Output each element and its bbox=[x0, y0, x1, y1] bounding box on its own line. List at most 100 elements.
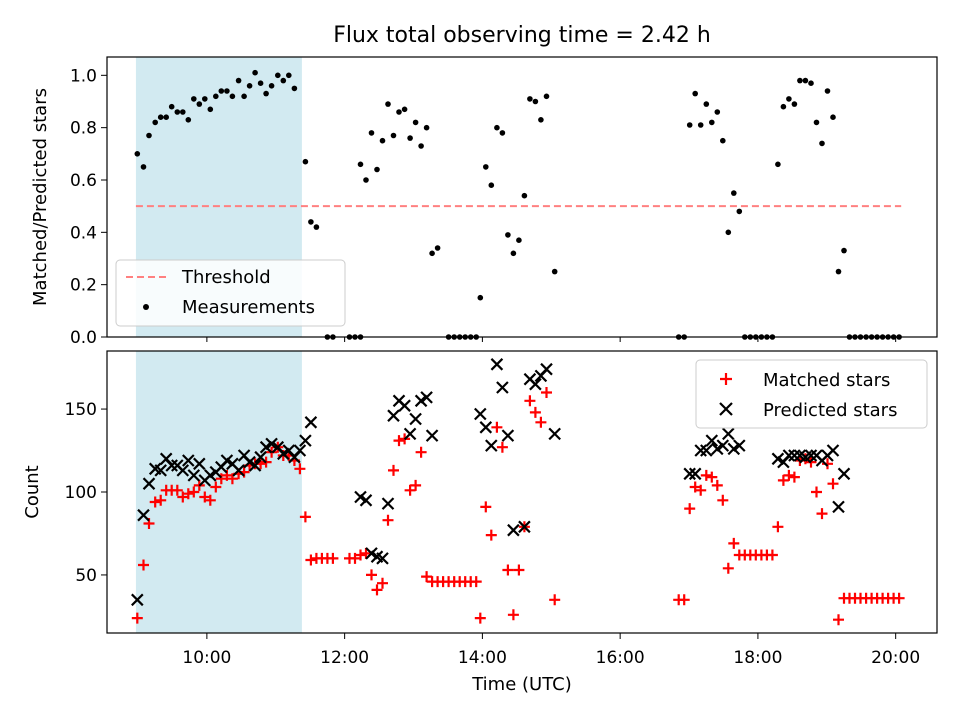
matched-star-point bbox=[783, 469, 795, 481]
bottom-axis-ticks: 50 100 150 10:00 12:00 14:00 16:00 18:00 20:00 bbox=[65, 400, 921, 668]
matched-star-point bbox=[811, 486, 822, 498]
matched-star-point bbox=[496, 441, 508, 453]
measurement-point bbox=[286, 72, 292, 79]
measurement-point bbox=[791, 101, 798, 107]
bottom-plot-marks bbox=[131, 358, 905, 626]
measurement-point bbox=[516, 237, 522, 243]
measurement-point bbox=[263, 90, 269, 97]
predicted-star-point bbox=[248, 459, 262, 472]
predicted-star-point bbox=[832, 500, 845, 514]
measurement-point bbox=[780, 103, 787, 110]
matched-star-point bbox=[717, 494, 729, 506]
measurement-point bbox=[152, 119, 158, 126]
legend-predicted-label: Predicted stars bbox=[763, 400, 897, 421]
measurement-point bbox=[146, 132, 152, 139]
measurement-point bbox=[686, 122, 693, 128]
legend-matched-swatch bbox=[720, 373, 732, 385]
matched-star-point bbox=[226, 473, 238, 485]
predicted-star-point bbox=[529, 377, 542, 391]
legend-matched-label: Matched stars bbox=[763, 370, 890, 391]
measurement-point bbox=[241, 93, 247, 100]
bottom-y-tick-label: 150 bbox=[65, 400, 97, 420]
predicted-star-point bbox=[479, 421, 493, 434]
measurement-point bbox=[280, 77, 287, 84]
measurement-point bbox=[802, 77, 809, 84]
measurement-point bbox=[505, 232, 511, 238]
measurement-point bbox=[709, 119, 715, 126]
measurement-point bbox=[390, 132, 397, 139]
measurement-point bbox=[252, 69, 258, 76]
measurement-point bbox=[824, 88, 831, 94]
measurement-point bbox=[196, 101, 203, 107]
measurement-point bbox=[213, 93, 219, 100]
matched-star-point bbox=[833, 614, 844, 626]
bottom-shaded-region bbox=[135, 351, 302, 633]
measurement-point bbox=[731, 190, 737, 196]
matched-star-point bbox=[524, 395, 536, 407]
chart-title: Flux total observing time = 2.42 h bbox=[333, 23, 711, 48]
legend-threshold-label: Threshold bbox=[181, 267, 271, 288]
measurement-point bbox=[224, 88, 230, 94]
predicted-star-point bbox=[265, 437, 278, 451]
matched-star-point bbox=[171, 484, 183, 496]
measurement-point bbox=[808, 80, 814, 86]
predicted-star-point bbox=[425, 429, 439, 442]
matched-star-point bbox=[695, 484, 707, 496]
matched-star-point bbox=[684, 503, 696, 515]
predicted-star-point bbox=[804, 449, 818, 462]
legend-predicted-swatch bbox=[719, 402, 733, 416]
top-y-axis-label: Matched/Predicted stars bbox=[30, 88, 51, 306]
predicted-star-point bbox=[232, 464, 245, 477]
measurement-point bbox=[521, 192, 528, 199]
predicted-star-point bbox=[826, 444, 840, 457]
matched-star-point bbox=[549, 594, 561, 606]
measurement-point bbox=[191, 96, 197, 102]
measurement-point bbox=[830, 114, 836, 120]
measurement-point bbox=[819, 140, 825, 147]
predicted-star-point bbox=[193, 457, 206, 471]
matched-star-point bbox=[327, 552, 339, 564]
predicted-star-point bbox=[548, 427, 561, 441]
measurement-point bbox=[368, 130, 375, 136]
matched-star-point bbox=[377, 577, 388, 589]
measurement-point bbox=[720, 137, 726, 144]
measurement-point bbox=[157, 114, 164, 120]
predicted-star-point bbox=[304, 416, 318, 429]
measurement-point bbox=[257, 80, 264, 86]
measurement-point bbox=[180, 109, 186, 115]
measurement-point bbox=[407, 135, 413, 141]
measurement-point bbox=[714, 109, 721, 115]
measurement-point bbox=[527, 96, 533, 102]
measurement-point bbox=[692, 90, 698, 97]
measurement-point bbox=[797, 77, 803, 84]
measurement-point bbox=[401, 106, 408, 113]
matched-star-point bbox=[827, 478, 839, 490]
measurement-point bbox=[134, 151, 141, 157]
bottom-legend: Matched stars Predicted stars bbox=[695, 359, 928, 429]
predicted-star-point bbox=[254, 450, 267, 464]
matched-star-point bbox=[415, 446, 427, 458]
measurement-point bbox=[483, 164, 489, 170]
measurement-point bbox=[218, 88, 225, 94]
matched-star-point bbox=[728, 537, 740, 549]
measurement-point bbox=[551, 268, 558, 275]
matched-star-point bbox=[149, 496, 161, 508]
predicted-star-point bbox=[131, 593, 144, 607]
measurement-point bbox=[168, 103, 175, 110]
measurement-point bbox=[488, 182, 495, 188]
measurement-point bbox=[477, 294, 484, 301]
predicted-star-point bbox=[299, 434, 312, 447]
matched-star-point bbox=[182, 488, 194, 500]
legend-measurements-label: Measurements bbox=[182, 297, 315, 318]
matched-star-point bbox=[541, 387, 552, 398]
predicted-star-point bbox=[165, 459, 178, 472]
predicted-star-point bbox=[716, 439, 730, 452]
measurement-point bbox=[703, 101, 710, 107]
bottom-panel: 50 100 150 10:00 12:00 14:00 16:00 18:00 20:00 C… bbox=[22, 350, 938, 695]
predicted-star-point bbox=[137, 508, 150, 522]
matched-star-point bbox=[210, 481, 222, 493]
matched-star-point bbox=[188, 486, 200, 498]
matched-star-point bbox=[388, 464, 399, 476]
predicted-star-point bbox=[403, 427, 417, 441]
